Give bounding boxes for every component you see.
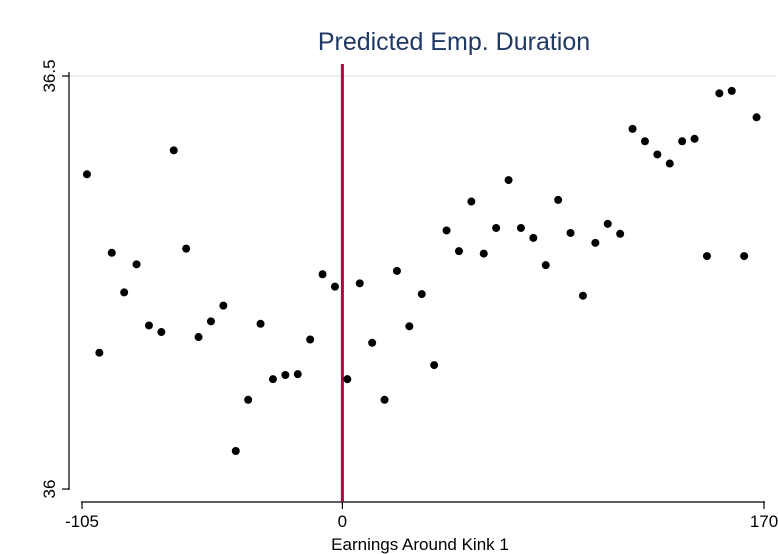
data-point	[678, 137, 687, 146]
data-point	[219, 301, 228, 310]
data-point	[727, 86, 736, 95]
data-point	[343, 375, 352, 384]
data-point	[368, 338, 377, 347]
data-point	[206, 317, 215, 326]
data-point	[306, 335, 315, 344]
data-point	[529, 233, 538, 242]
data-point	[268, 375, 277, 384]
data-point	[157, 328, 166, 337]
data-point	[194, 333, 203, 342]
data-point	[467, 197, 476, 206]
data-point	[182, 244, 191, 253]
chart-title: Predicted Emp. Duration	[318, 28, 590, 56]
data-point	[144, 321, 153, 330]
data-point	[231, 447, 240, 456]
data-point	[244, 395, 253, 404]
data-point	[454, 247, 463, 256]
data-point	[430, 361, 439, 370]
data-point	[603, 219, 612, 228]
data-point	[417, 290, 426, 299]
data-point	[516, 223, 525, 232]
data-point	[169, 146, 178, 155]
data-point	[640, 137, 649, 146]
x-tick-label: 0	[338, 512, 347, 531]
x-axis-label: Earnings Around Kink 1	[331, 535, 509, 554]
data-point	[330, 282, 339, 291]
plot-area: 36 36.5 -105 0 170	[40, 59, 778, 531]
data-point	[591, 238, 600, 247]
data-point	[120, 288, 129, 297]
data-point	[132, 260, 141, 269]
y-tick-label: 36.5	[40, 59, 59, 92]
data-point	[442, 226, 451, 235]
data-point	[653, 150, 662, 159]
data-point	[355, 279, 364, 288]
data-point	[82, 170, 91, 179]
data-point	[256, 319, 265, 328]
data-point	[628, 124, 637, 133]
data-point	[752, 113, 761, 122]
data-point	[715, 89, 724, 98]
data-point	[405, 322, 414, 331]
data-point	[665, 159, 674, 168]
data-point	[690, 134, 699, 143]
data-point	[554, 195, 563, 204]
data-point	[107, 248, 116, 257]
data-point	[566, 228, 575, 237]
data-point	[281, 371, 290, 380]
data-point	[380, 395, 389, 404]
data-point	[702, 252, 711, 261]
data-point	[616, 229, 625, 238]
data-point	[578, 291, 587, 300]
data-point	[504, 176, 513, 185]
y-tick-label: 36	[40, 480, 59, 499]
data-point	[95, 348, 104, 357]
data-point	[392, 266, 401, 275]
x-tick-label: 170	[750, 512, 778, 531]
data-point	[479, 249, 488, 258]
x-tick-label: -105	[65, 512, 99, 531]
data-point	[293, 370, 302, 379]
data-point	[318, 270, 327, 279]
data-point	[492, 223, 501, 232]
data-point	[541, 261, 550, 270]
data-point	[740, 252, 749, 261]
